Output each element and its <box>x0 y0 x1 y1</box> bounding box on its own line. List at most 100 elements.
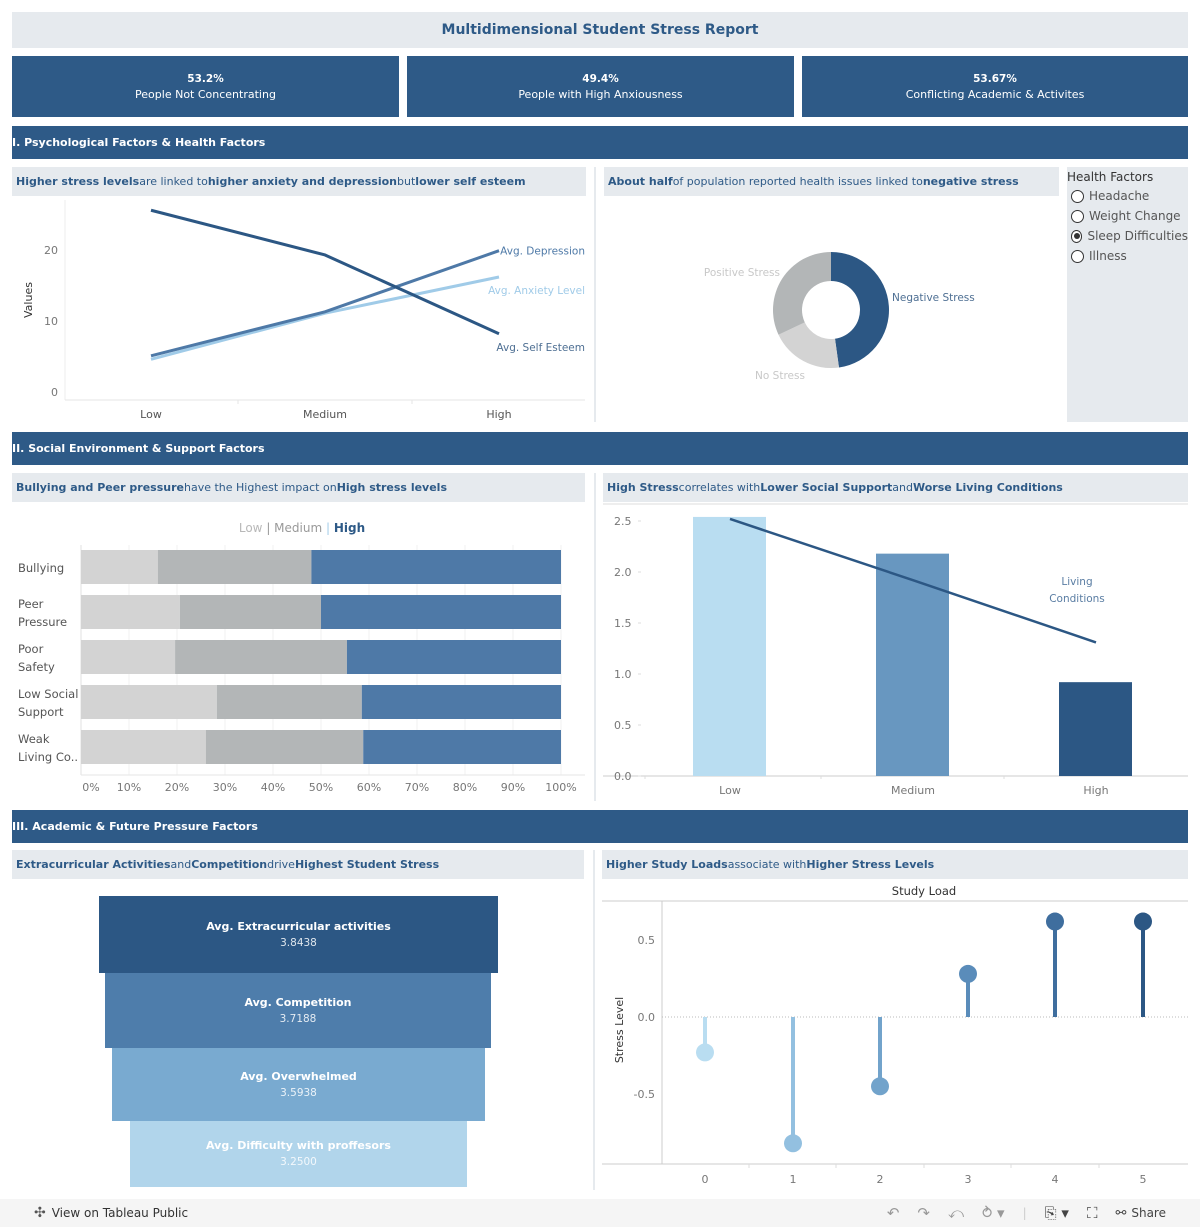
svg-text:2.0: 2.0 <box>614 566 632 579</box>
bar-segment <box>363 730 561 764</box>
view-on-tableau-link[interactable]: ✣ View on Tableau Public <box>34 1205 188 1221</box>
bar-segment <box>179 595 321 629</box>
fullscreen-icon[interactable]: ⛶ <box>1086 1204 1098 1222</box>
share-label: Share <box>1131 1206 1166 1220</box>
svg-text:1: 1 <box>790 1173 797 1186</box>
toolbar-divider: | <box>1022 1206 1027 1220</box>
svg-text:2.5: 2.5 <box>614 515 632 528</box>
health-factor-option-weight-change[interactable]: Weight Change <box>1067 206 1188 226</box>
undo-icon[interactable]: ↶ <box>886 1204 900 1222</box>
svg-text:Positive Stress: Positive Stress <box>704 267 780 279</box>
psych-line-chart[interactable]: 0 10 20 Values Low Medium High Avg. Depression A… <box>12 196 592 426</box>
subtitle-segment: Bullying and Peer pressure <box>16 481 184 494</box>
subtitle-segment: Higher Stress Levels <box>806 858 935 871</box>
health-factor-option-sleep-difficulties[interactable]: Sleep Difficulties <box>1067 226 1188 246</box>
svg-text:Low: Low <box>140 408 162 421</box>
svg-text:Stress Level: Stress Level <box>613 997 626 1063</box>
bar-segment <box>361 685 561 719</box>
kpi-high-anxiousness: 49.4% People with High Anxiousness <box>407 56 794 117</box>
funnel-label: Avg. Competition <box>244 995 352 1009</box>
svg-text:100%: 100% <box>545 781 576 794</box>
svg-text:Avg. Anxiety Level: Avg. Anxiety Level <box>488 285 585 297</box>
kpi-label: People with High Anxiousness <box>518 87 683 101</box>
social-stacked-bar-chart[interactable]: Low | Medium | High Bullying Peer Pressure P… <box>12 505 592 805</box>
health-factors-title: Health Factors <box>1067 170 1154 184</box>
svg-text:High: High <box>486 408 511 421</box>
kpi-conflicting-activities: 53.67% Conflicting Academic & Activites <box>802 56 1188 117</box>
funnel-segment[interactable]: Avg. Extracurricular activities 3.8438 <box>99 896 498 973</box>
section-header-psychological: I. Psychological Factors & Health Factor… <box>12 126 1188 159</box>
subtitle-segment: Higher Study Loads <box>606 858 728 871</box>
health-factor-option-illness[interactable]: Illness <box>1067 246 1188 266</box>
subtitle-segment: High stress levels <box>336 481 447 494</box>
bar-segment <box>81 685 217 719</box>
subtitle-segment: Lower Social Support <box>760 481 893 494</box>
kpi-value: 53.2% <box>187 72 224 85</box>
radio-button[interactable] <box>1071 189 1084 203</box>
lollipop-point <box>1046 912 1064 931</box>
svg-text:1.5: 1.5 <box>614 617 632 630</box>
academic-funnel-chart[interactable]: Avg. Extracurricular activities 3.8438 Avg… <box>12 880 584 1190</box>
radio-button[interactable] <box>1071 229 1083 243</box>
refresh-icon[interactable]: ⥁ ▾ <box>982 1204 1005 1222</box>
health-factors-filter: Health Factors Headache Weight Change Slee… <box>1067 167 1188 422</box>
revert-icon[interactable]: ⤺ <box>947 1204 965 1222</box>
svg-text:Low Social: Low Social <box>18 687 78 701</box>
svg-text:20: 20 <box>44 244 58 257</box>
bar-segment <box>81 640 176 674</box>
svg-text:Avg. Depression: Avg. Depression <box>500 246 585 258</box>
svg-text:Bullying: Bullying <box>18 561 64 575</box>
divider <box>593 850 595 1190</box>
subtitle-segment: Higher stress levels <box>16 175 140 188</box>
section-header-academic: III. Academic & Future Pressure Factors <box>12 810 1188 843</box>
support-bar-line-chart[interactable]: 0.0 0.5 1.0 1.5 2.0 2.5 Low Medium High Living Con… <box>603 503 1188 803</box>
subtitle-segment: associate with <box>727 858 807 871</box>
kpi-label: People Not Concentrating <box>135 87 276 101</box>
section-header-social: II. Social Environment & Support Factors <box>12 432 1188 465</box>
study-load-lollipop-chart[interactable]: Study Load 0.5 0.0 -0.5 Stress Level 0 1 2 3 4 5 <box>602 880 1188 1195</box>
svg-text:Peer: Peer <box>18 597 44 611</box>
bar-segment <box>321 595 561 629</box>
download-icon[interactable]: ⎘ ▾ <box>1044 1204 1069 1222</box>
lollipop-point <box>871 1077 889 1096</box>
stacked-chart-subtitle: Bullying and Peer pressure have the High… <box>12 473 585 502</box>
funnel-segment[interactable]: Avg. Overwhelmed 3.5938 <box>112 1048 485 1121</box>
subtitle-segment: High Stress <box>607 481 679 494</box>
svg-text:5: 5 <box>1140 1173 1147 1186</box>
svg-text:Low | Medium | High: Low | Medium | High <box>239 521 365 535</box>
health-factor-option-headache[interactable]: Headache <box>1067 186 1188 206</box>
funnel-label: Avg. Extracurricular activities <box>206 919 391 933</box>
svg-text:10: 10 <box>44 315 58 328</box>
subtitle-segment: and <box>170 858 192 871</box>
subtitle-segment: negative stress <box>922 175 1019 188</box>
radio-button[interactable] <box>1071 249 1084 263</box>
view-on-tableau-label: View on Tableau Public <box>51 1206 189 1220</box>
radio-button[interactable] <box>1071 209 1084 223</box>
kpi-value: 53.67% <box>973 72 1017 85</box>
health-donut-chart[interactable]: Negative Stress No Stress Positive Stress <box>604 196 1059 422</box>
redo-icon[interactable]: ↷ <box>917 1204 930 1222</box>
line-chart-subtitle: Higher stress levels are linked to highe… <box>12 167 586 196</box>
bar-segment <box>311 550 561 584</box>
share-button[interactable]: ⚯ Share <box>1115 1206 1166 1221</box>
svg-text:3: 3 <box>965 1173 972 1186</box>
bar <box>1059 682 1132 776</box>
tableau-logo-icon: ✣ <box>34 1205 46 1221</box>
svg-text:-0.5: -0.5 <box>634 1088 655 1101</box>
subtitle-segment: Extracurricular Activities <box>16 858 171 871</box>
bar-segment <box>81 550 158 584</box>
kpi-not-concentrating: 53.2% People Not Concentrating <box>12 56 399 117</box>
svg-text:40%: 40% <box>261 781 285 794</box>
svg-text:1.0: 1.0 <box>614 668 632 681</box>
lollipop-chart-subtitle: Higher Study Loads associate with Higher… <box>602 850 1188 879</box>
lollipop-point <box>1134 912 1152 931</box>
radio-label: Sleep Difficulties <box>1087 229 1188 243</box>
lollipop-point <box>959 964 977 983</box>
svg-text:Living Co..: Living Co.. <box>18 750 78 764</box>
funnel-segment[interactable]: Avg. Difficulty with proffesors 3.2500 <box>130 1121 467 1187</box>
lollipop-point <box>784 1134 802 1153</box>
svg-text:0: 0 <box>51 386 58 399</box>
svg-text:0.0: 0.0 <box>638 1011 656 1024</box>
funnel-segment[interactable]: Avg. Competition 3.7188 <box>105 973 491 1048</box>
bar-segment <box>346 640 561 674</box>
